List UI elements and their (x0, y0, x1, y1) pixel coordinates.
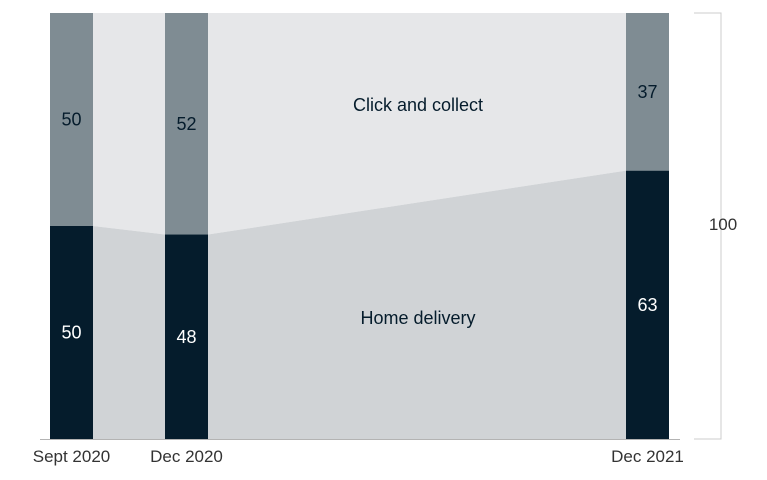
bracket-total-label: 100 (709, 215, 737, 234)
band-click-and-collect (93, 13, 165, 235)
data-label-home-delivery: 63 (637, 295, 657, 315)
flow-bands (93, 13, 626, 439)
band-home-delivery (93, 226, 165, 439)
data-label-home-delivery: 50 (61, 323, 81, 343)
x-axis: Sept 2020 Dec 2020 Dec 2021 (33, 439, 684, 466)
bar-click-and-collect (626, 13, 669, 171)
x-tick-label: Dec 2020 (150, 447, 223, 466)
data-label-home-delivery: 48 (176, 327, 196, 347)
series-label-home-delivery: Home delivery (360, 308, 475, 328)
data-label-click-and-collect: 37 (637, 82, 657, 102)
band-labels: Click and collect Home delivery (353, 95, 483, 328)
total-bracket: 100 (694, 12, 737, 440)
x-tick-label: Sept 2020 (33, 447, 111, 466)
band-home-delivery (208, 170, 626, 439)
series-label-click-and-collect: Click and collect (353, 95, 483, 115)
x-tick-label: Dec 2021 (611, 447, 684, 466)
bars: 50 50 48 52 63 37 (50, 13, 669, 439)
band-click-and-collect (208, 13, 626, 235)
bracket-line (694, 12, 722, 440)
data-label-click-and-collect: 50 (61, 110, 81, 130)
bar-click-and-collect (165, 13, 208, 235)
bar-home-delivery (50, 226, 93, 439)
bar-home-delivery (165, 234, 208, 439)
bar-home-delivery (626, 170, 669, 439)
data-label-click-and-collect: 52 (176, 114, 196, 134)
bar-click-and-collect (50, 13, 93, 226)
